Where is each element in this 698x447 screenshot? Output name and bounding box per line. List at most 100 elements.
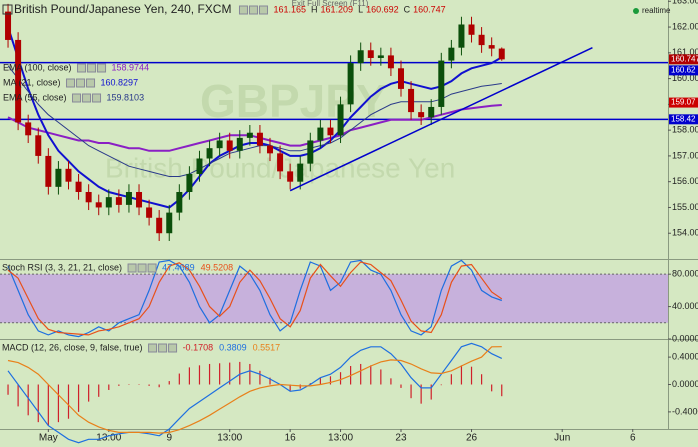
header-text: MA (21, close) [3, 77, 61, 87]
header-button [72, 93, 82, 103]
header-text: H [311, 4, 318, 14]
candle-body [397, 68, 404, 89]
panel-value: -0.1708 [183, 342, 214, 352]
trendline [289, 46, 593, 192]
candle-body [438, 60, 445, 107]
candle-body [297, 163, 304, 182]
histogram-bar [27, 384, 29, 416]
histogram-bar [400, 384, 402, 388]
series-line [7, 261, 503, 336]
x-tick-label: Jun [554, 433, 570, 444]
header-text: 160.8297 [101, 77, 139, 87]
series-line [7, 259, 503, 338]
histogram-bar [88, 384, 90, 402]
header-button [158, 343, 168, 353]
candle-body [186, 173, 193, 192]
candle-body [65, 168, 72, 182]
candle-body [166, 212, 173, 234]
header-text: British Pound/Japanese Yen, 240, FXCM [14, 2, 231, 16]
header-button [87, 63, 97, 73]
y-tick-label: 158.000 [672, 125, 698, 135]
histogram-bar [17, 384, 19, 407]
header-text: 161.209 [321, 4, 354, 14]
candle-body [15, 39, 22, 123]
x-tick-label: 13:00 [96, 433, 121, 444]
candle-body [125, 191, 132, 205]
histogram-bar [339, 372, 342, 385]
panel-title: MACD (12, 26, close, 9, false, true) [2, 342, 143, 352]
panel-value: 49.5208 [201, 262, 234, 272]
histogram-bar [168, 381, 170, 385]
histogram-bar [108, 384, 110, 390]
header-text: 160.747 [413, 4, 446, 14]
panel-value: 0.3809 [219, 342, 247, 352]
band [0, 274, 668, 323]
candle-body [146, 207, 153, 218]
candle-body [256, 132, 263, 146]
header-text: 161.165 [273, 4, 306, 14]
histogram-bar [470, 366, 473, 385]
candle-body [75, 181, 82, 192]
candle-body [277, 153, 284, 172]
y-tick-label: 156.000 [672, 176, 698, 186]
histogram-bar [410, 384, 412, 399]
candle-body [307, 140, 314, 164]
candle-body [418, 112, 425, 118]
header-button [127, 263, 137, 273]
histogram-bar [491, 384, 493, 392]
histogram-bar [77, 384, 80, 412]
y-tick-label: 154.000 [672, 228, 698, 238]
candle-body [468, 24, 475, 35]
x-tick-label: 9 [166, 433, 172, 444]
histogram-bar [319, 377, 321, 385]
candle-body [448, 47, 455, 61]
series-line [7, 346, 502, 434]
candle-body [327, 127, 334, 136]
candle-body [478, 34, 485, 46]
candle-body [236, 137, 243, 151]
candle-body [267, 145, 274, 154]
y-tick-label: -0.4000 [672, 406, 698, 416]
histogram-bar [480, 374, 483, 385]
y-tick-label: 0.4000 [672, 351, 698, 361]
candle-body [216, 140, 223, 149]
series-line [7, 104, 502, 152]
histogram-bar [249, 363, 251, 385]
price-tag [669, 114, 698, 125]
header-text: EMA (55, close) [3, 92, 67, 102]
price-tag [669, 97, 698, 108]
header-button [168, 343, 178, 353]
header-button [238, 5, 248, 15]
x-tick-label: 13:00 [217, 433, 242, 444]
price-tag-label: 159.07 [671, 98, 696, 107]
candle-body [226, 140, 233, 151]
histogram-bar [178, 373, 180, 385]
header-button [92, 93, 102, 103]
header-text: C [404, 4, 411, 14]
price-tag-label: 158.42 [671, 114, 696, 123]
candle-body [85, 191, 92, 203]
header-icon [2, 4, 13, 15]
exit-fullscreen[interactable]: Exit Full Screen (F11) [292, 0, 369, 8]
histogram-bar [37, 384, 39, 423]
series-line [7, 342, 503, 444]
candle-body [488, 45, 495, 49]
candle-body [95, 202, 102, 208]
header-button [82, 93, 92, 103]
x-tick-label: 13:00 [328, 433, 353, 444]
histogram-bar [198, 365, 201, 385]
header-text: EMA (100, close) [3, 62, 72, 72]
y-tick-label: 161.000 [672, 47, 698, 57]
header-button [258, 5, 268, 15]
histogram-bar [208, 363, 211, 385]
histogram-bar [57, 384, 60, 423]
candle-body [458, 24, 465, 48]
candle-body [387, 55, 394, 69]
candle-body [337, 104, 344, 136]
y-tick-label: 162.000 [672, 21, 698, 31]
y-tick-label: 155.000 [672, 202, 698, 212]
header-button [86, 78, 96, 88]
histogram-bar [440, 384, 442, 386]
candle-body [156, 217, 163, 234]
